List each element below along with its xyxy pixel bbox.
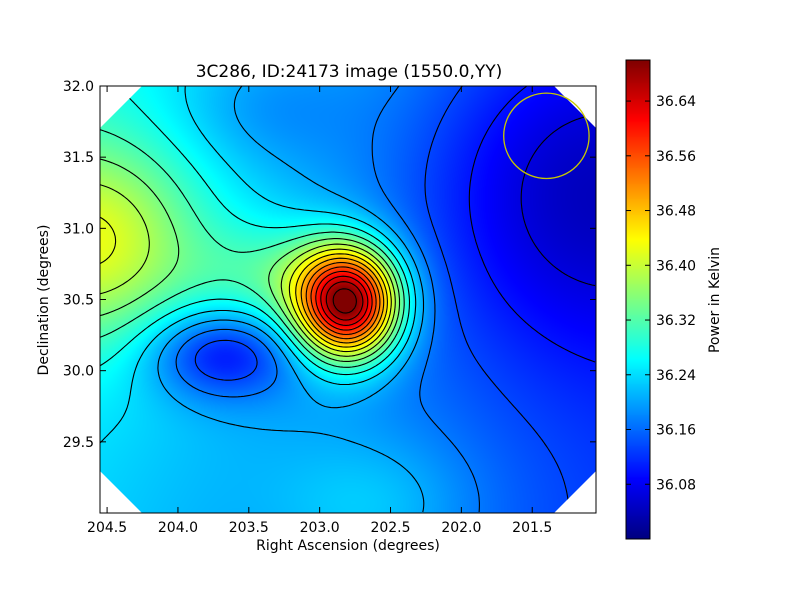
- contour-level: [332, 288, 357, 314]
- x-axis: 204.5 204.0 203.5 203.0 202.5 202.0 201.5: [87, 86, 552, 536]
- colorbar-tick-label: 36.40: [656, 258, 696, 274]
- y-axis-label: Declination (degrees): [36, 225, 52, 376]
- y-tick-label: 31.5: [63, 150, 94, 166]
- y-tick-label: 31.0: [63, 221, 94, 237]
- x-tick-label: 201.5: [512, 520, 552, 536]
- colorbar-tick-label: 36.08: [656, 477, 696, 493]
- x-tick-label: 204.5: [87, 520, 127, 536]
- colorbar: 36.08 36.16 36.24 36.32 36.40 36.48 36.56 36.64…: [625, 59, 723, 540]
- x-tick-label: 203.0: [300, 520, 340, 536]
- contour-level: [325, 281, 364, 321]
- colorbar-frame: [625, 59, 651, 540]
- beam-circle: [503, 92, 590, 180]
- colorbar-tick-label: 36.24: [656, 368, 696, 384]
- contour-level: [100, 216, 392, 353]
- contour-level: [100, 129, 405, 368]
- y-tick-label: 30.5: [63, 293, 94, 309]
- contour-level: [100, 86, 417, 444]
- x-tick-label: 202.5: [370, 520, 410, 536]
- contour-level: [305, 262, 381, 340]
- heatmap-image: [100, 86, 596, 513]
- y-tick-label: 30.0: [63, 364, 94, 380]
- colorbar-ticks: 36.08 36.16 36.24 36.32 36.40 36.48 36.56 36.64: [626, 94, 696, 493]
- colorbar-tick-label: 36.16: [656, 423, 696, 439]
- x-tick-label: 203.5: [229, 520, 269, 536]
- colorbar-tick-label: 36.48: [656, 204, 696, 220]
- contour-level: [320, 275, 369, 326]
- chart-title: 3C286, ID:24173 image (1550.0,YY): [196, 62, 503, 82]
- x-tick-label: 202.0: [441, 520, 481, 536]
- y-axis: 29.5 30.0 30.5 31.0 31.5 32.0: [63, 79, 596, 451]
- y-tick-label: 32.0: [63, 79, 94, 95]
- contour-level: [100, 158, 401, 362]
- x-axis-label: Right Ascension (degrees): [256, 538, 440, 554]
- contour-level: [468, 86, 596, 363]
- colorbar-tick-label: 36.32: [656, 313, 696, 329]
- contour-level: [300, 257, 385, 344]
- contour-level: [100, 86, 411, 376]
- colorbar-gradient: [626, 60, 650, 539]
- y-tick-label: 29.5: [63, 435, 94, 451]
- contour-level: [157, 86, 425, 513]
- contour-level: [315, 270, 373, 331]
- x-tick-label: 204.0: [158, 520, 198, 536]
- plot-area: [99, 85, 597, 514]
- colorbar-tick-label: 36.56: [656, 149, 696, 165]
- colorbar-tick-label: 36.64: [656, 94, 696, 110]
- contour-level: [295, 253, 388, 348]
- contour-lines: [100, 86, 596, 513]
- colorbar-label: Power in Kelvin: [707, 247, 723, 353]
- contour-level: [175, 86, 480, 513]
- contour-level: [310, 266, 377, 336]
